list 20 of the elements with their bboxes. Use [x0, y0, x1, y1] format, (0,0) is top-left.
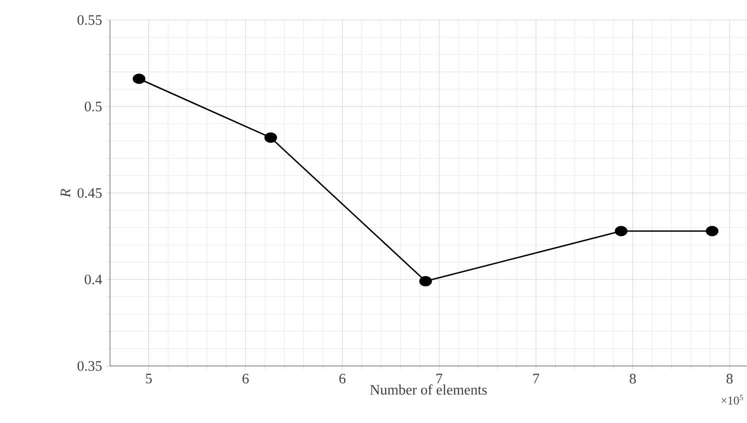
y-tick-label: 0.35 [78, 361, 102, 371]
x-tick-label: 8 [726, 374, 733, 384]
y-tick-label: 0.55 [78, 15, 102, 25]
x-tick-label: 7 [436, 374, 442, 384]
x-axis-title: Number of elements [370, 384, 487, 395]
x-tick-label: 8 [630, 374, 636, 384]
x-tick-label: 6 [242, 374, 249, 384]
y-axis-title: R [60, 188, 70, 198]
y-tick-label: 0.5 [84, 102, 102, 112]
y-tick-label: 0.45 [78, 188, 102, 198]
y-tick-label: 0.4 [84, 274, 102, 284]
point [614, 226, 628, 236]
point [419, 276, 432, 286]
point [264, 132, 278, 143]
point [706, 226, 718, 236]
text: ×10$^{5}$ [722, 394, 744, 405]
x-tick-label: 5 [146, 374, 152, 384]
x-tick-label: 6 [339, 374, 346, 384]
point [132, 74, 146, 84]
x-tick-label: 7 [533, 374, 540, 384]
